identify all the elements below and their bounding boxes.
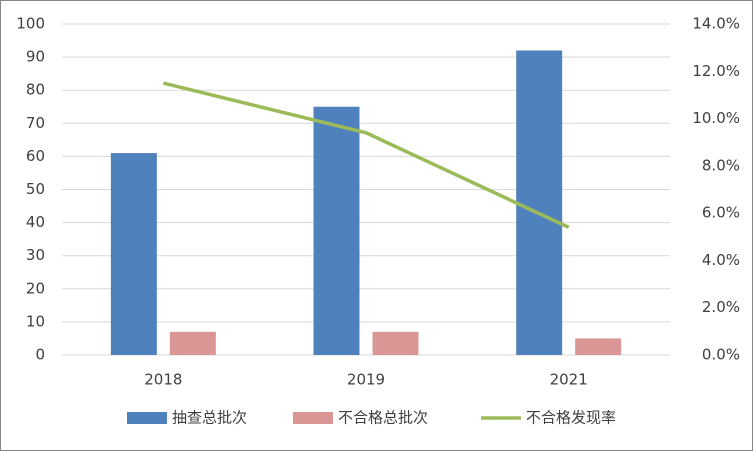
- legend-label: 不合格总批次: [338, 409, 428, 427]
- x-tick-label: 2018: [144, 371, 182, 389]
- y-tick-label: 30: [26, 246, 45, 264]
- bar: [313, 106, 360, 355]
- y-tick-label: 0: [35, 346, 45, 364]
- legend-swatch: [127, 412, 167, 424]
- y2-tick-label: 10.0%: [692, 109, 740, 127]
- y2-tick-label: 4.0%: [702, 251, 740, 269]
- x-tick-label: 2019: [347, 371, 385, 389]
- legend-label: 不合格发现率: [526, 409, 616, 427]
- y-tick-label: 20: [26, 279, 45, 297]
- y-tick-label: 50: [26, 180, 45, 198]
- y-tick-label: 100: [16, 15, 45, 33]
- y2-tick-label: 6.0%: [702, 204, 740, 222]
- y-tick-label: 10: [26, 312, 45, 330]
- y-tick-label: 70: [26, 114, 45, 132]
- legend-swatch: [293, 412, 333, 424]
- y-tick-label: 80: [26, 81, 45, 99]
- y2-tick-label: 0.0%: [702, 346, 740, 364]
- y2-tick-label: 14.0%: [692, 15, 740, 33]
- y2-tick-label: 2.0%: [702, 298, 740, 316]
- legend-label: 抽查总批次: [172, 409, 247, 427]
- bar: [575, 338, 622, 355]
- bar: [169, 331, 216, 355]
- bar: [372, 331, 419, 355]
- y-tick-label: 40: [26, 213, 45, 231]
- x-tick-label: 2021: [550, 371, 588, 389]
- y2-tick-label: 8.0%: [702, 156, 740, 174]
- y-tick-label: 60: [26, 147, 45, 165]
- bar: [110, 153, 157, 355]
- y-tick-label: 90: [26, 48, 45, 66]
- y2-tick-label: 12.0%: [692, 62, 740, 80]
- line-series: [162, 81, 570, 229]
- bar: [516, 50, 563, 355]
